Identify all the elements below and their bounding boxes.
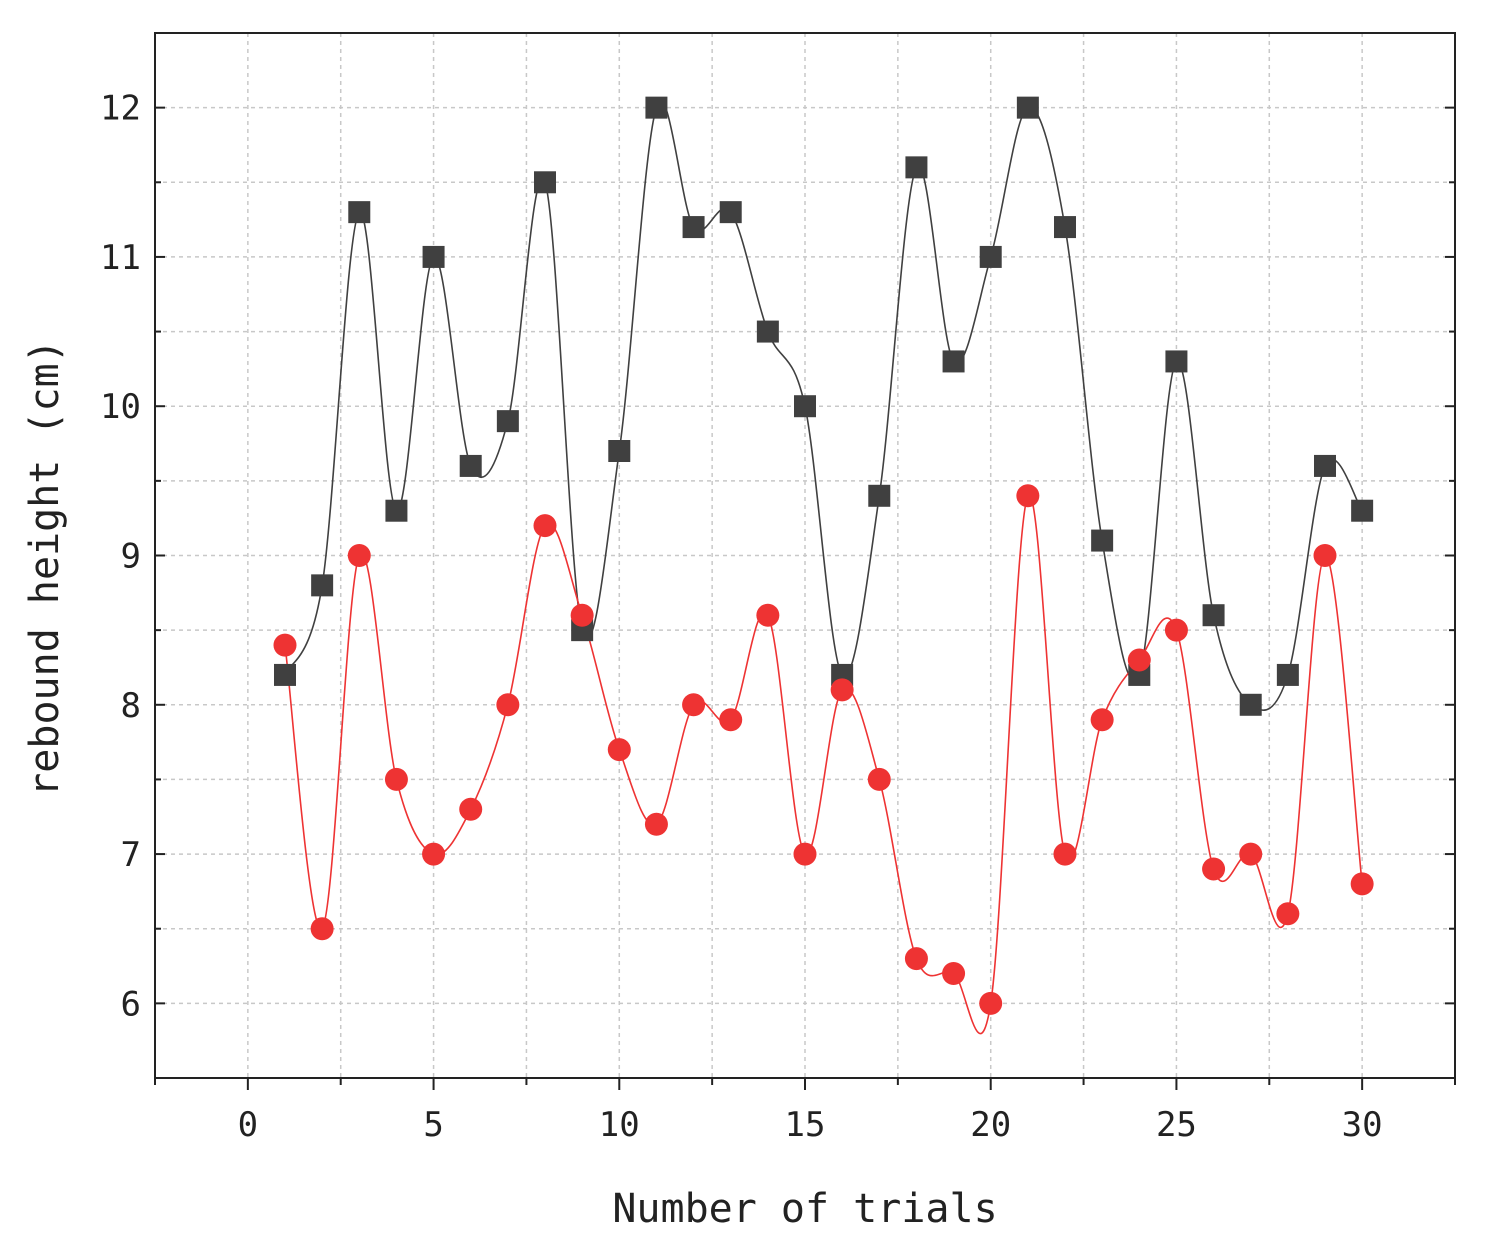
- series-black-squares-point: [422, 245, 445, 268]
- series-red-circles-point: [459, 797, 483, 821]
- series-red-circles-point: [384, 767, 408, 791]
- series-red-circles-point: [533, 514, 557, 538]
- series-black-squares-point: [1351, 499, 1374, 522]
- y-tick-label: 11: [100, 238, 141, 278]
- series-black-squares-point: [496, 410, 519, 433]
- series-black-squares-point: [1165, 350, 1188, 373]
- series-black-squares-point: [459, 454, 482, 477]
- y-tick-label: 9: [121, 537, 141, 577]
- series-red-circles-point: [496, 693, 520, 717]
- series-black-squares-point: [979, 245, 1002, 268]
- series-black-squares-point: [1276, 663, 1299, 686]
- x-tick-label: 5: [423, 1105, 443, 1145]
- data-markers: [273, 96, 1374, 1015]
- series-black-squares-point: [274, 663, 296, 686]
- series-red-circles-point: [756, 603, 780, 627]
- axis-ticks: 0 5 10 15 20 25 30 6 7 8 9 10 11 12: [100, 89, 1456, 1145]
- series-red-circles-point: [422, 842, 446, 866]
- series-red-circles-point: [830, 678, 854, 702]
- series-red-circles-point: [1127, 648, 1151, 672]
- series-red-circles-point: [1016, 484, 1040, 508]
- series-red-circles-point: [1239, 842, 1263, 866]
- y-tick-label: 7: [121, 835, 141, 875]
- series-red-circles-point: [1276, 902, 1300, 926]
- series-red-circles-point: [607, 738, 631, 762]
- series-red-circles-point: [1350, 872, 1374, 896]
- series-red-circles-point: [1164, 618, 1188, 642]
- x-tick-label: 20: [970, 1105, 1011, 1145]
- series-red-circles-point: [793, 842, 817, 866]
- series-black-squares-point: [905, 156, 928, 179]
- grid-lines: [155, 33, 1455, 1078]
- y-axis-title: rebound height (cm): [22, 339, 68, 797]
- series-black-squares-point: [645, 96, 668, 119]
- series-black-squares-point: [311, 574, 334, 597]
- x-tick-label: 0: [238, 1105, 258, 1145]
- series-black-squares-point: [608, 440, 631, 462]
- x-tick-label: 10: [599, 1105, 640, 1145]
- series-red-circles-point: [904, 947, 928, 971]
- y-tick-label: 6: [121, 984, 141, 1024]
- series-black-squares-point: [1314, 454, 1336, 477]
- series-red-circles-point: [310, 917, 334, 941]
- series-red-circles-point: [1090, 708, 1114, 732]
- series-red-circles-point: [1053, 842, 1077, 866]
- series-red-circles-point: [867, 767, 891, 791]
- series-red-circles-point: [1202, 857, 1226, 881]
- series-red-circles-point: [719, 708, 743, 732]
- series-black-squares-point: [1239, 693, 1262, 716]
- y-tick-label: 8: [121, 686, 141, 726]
- x-tick-label: 15: [785, 1105, 826, 1145]
- series-black-squares-point: [682, 216, 705, 239]
- series-black-squares-point: [1016, 96, 1039, 119]
- x-axis-title: Number of trials: [612, 1186, 997, 1232]
- series-black-squares-point: [348, 201, 371, 224]
- x-tick-label: 30: [1342, 1105, 1383, 1145]
- series-black-squares-point: [794, 395, 816, 418]
- series-red-circles-point: [570, 603, 594, 627]
- series-red-circles-point: [347, 544, 371, 567]
- series-red-circles-point: [942, 962, 966, 985]
- series-black-squares-point: [868, 484, 891, 507]
- series-red-circles-point: [979, 991, 1003, 1015]
- series-black-squares-point: [942, 350, 965, 373]
- series-black-squares-point: [1202, 604, 1225, 627]
- x-tick-label: 25: [1156, 1105, 1197, 1145]
- series-black-squares-point: [385, 499, 408, 522]
- series-red-circles-point: [1313, 544, 1337, 567]
- series-black-squares-point: [1091, 529, 1114, 552]
- series-black-squares-point: [756, 320, 779, 343]
- y-tick-label: 10: [100, 387, 141, 427]
- series-red-circles-point: [682, 693, 706, 717]
- series-black-squares-point: [1054, 216, 1076, 239]
- series-red-circles-point: [273, 633, 297, 657]
- y-tick-label: 12: [100, 89, 141, 129]
- series-black-squares-point: [534, 171, 556, 194]
- series-black-squares-point: [719, 201, 742, 224]
- series-red-circles-point: [644, 812, 668, 836]
